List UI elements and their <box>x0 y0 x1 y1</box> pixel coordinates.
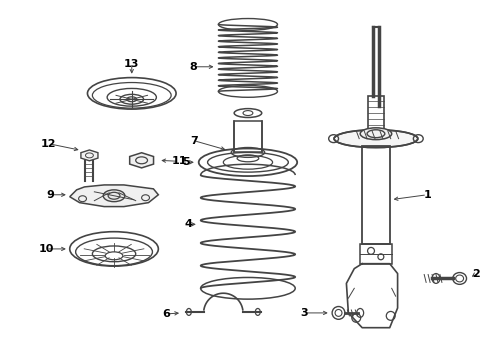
Text: 11: 11 <box>171 156 186 166</box>
Bar <box>367 96 383 131</box>
Polygon shape <box>81 150 98 161</box>
Polygon shape <box>129 153 153 168</box>
Text: 6: 6 <box>162 309 170 319</box>
Text: 2: 2 <box>471 269 479 279</box>
Bar <box>234 121 261 152</box>
Text: 4: 4 <box>184 219 192 229</box>
Ellipse shape <box>333 130 417 148</box>
Text: 5: 5 <box>182 157 189 167</box>
Polygon shape <box>70 185 158 207</box>
Text: 8: 8 <box>188 62 196 72</box>
Ellipse shape <box>360 128 391 140</box>
Bar <box>362 145 389 244</box>
Text: 9: 9 <box>46 190 54 200</box>
Bar <box>360 244 391 264</box>
Text: 3: 3 <box>300 308 307 318</box>
Ellipse shape <box>103 190 124 202</box>
Text: 7: 7 <box>189 136 197 145</box>
Text: 1: 1 <box>423 190 430 200</box>
Text: 13: 13 <box>124 59 139 69</box>
Text: 12: 12 <box>40 139 56 149</box>
Text: 10: 10 <box>39 244 54 254</box>
